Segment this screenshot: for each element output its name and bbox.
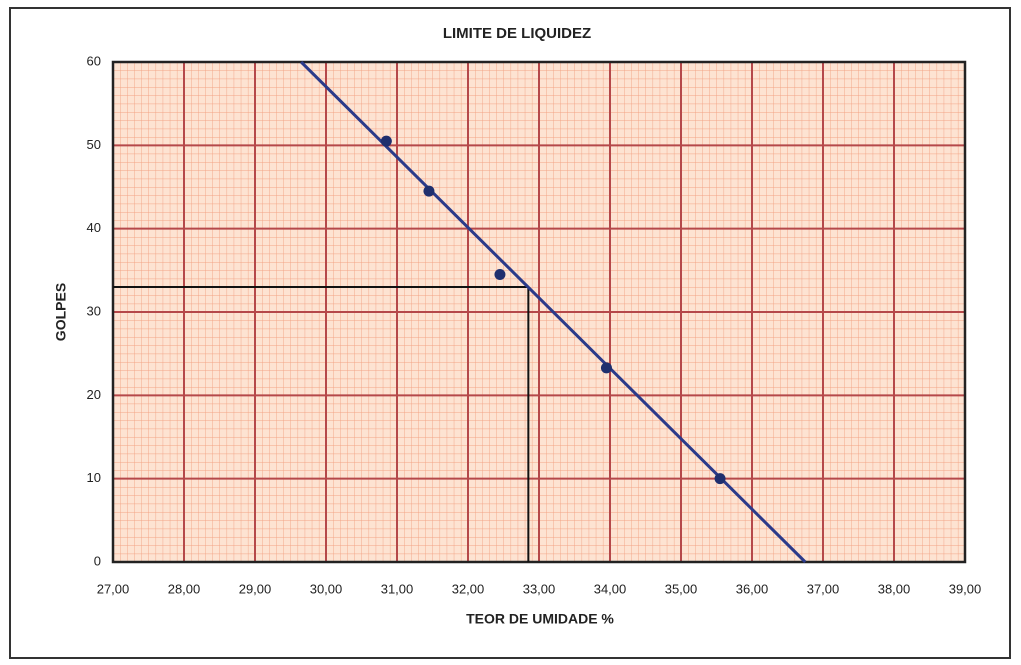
point <box>423 185 435 197</box>
y-tick-label: 30 <box>87 303 101 318</box>
y-tick-label: 50 <box>87 137 101 152</box>
y-tick-label: 40 <box>87 220 101 235</box>
point <box>600 362 612 374</box>
x-tick-label: 27,00 <box>97 581 130 596</box>
x-tick-label: 39,00 <box>949 581 982 596</box>
x-tick-label: 33,00 <box>523 581 556 596</box>
y-tick-label: 20 <box>87 387 101 402</box>
x-tick-label: 35,00 <box>665 581 698 596</box>
x-tick-label: 29,00 <box>239 581 272 596</box>
point <box>380 135 392 147</box>
x-tick-label: 37,00 <box>807 581 840 596</box>
y-axis-label: GOLPES <box>53 283 69 341</box>
x-tick-label: 28,00 <box>168 581 201 596</box>
y-tick-label: 10 <box>87 470 101 485</box>
chart-title: LIMITE DE LIQUIDEZ <box>443 25 591 42</box>
x-tick-label: 34,00 <box>594 581 627 596</box>
y-tick-label: 0 <box>94 553 101 568</box>
x-tick-label: 36,00 <box>736 581 769 596</box>
x-axis-label: TEOR DE UMIDADE % <box>466 611 614 627</box>
x-tick-label: 31,00 <box>381 581 414 596</box>
point <box>494 269 506 280</box>
plot-border <box>111 60 967 564</box>
x-tick-label: 30,00 <box>310 581 343 596</box>
x-tick-label: 38,00 <box>878 581 911 596</box>
x-tick-label: 32,00 <box>452 581 485 596</box>
point <box>714 473 726 485</box>
y-tick-label: 60 <box>87 53 101 68</box>
